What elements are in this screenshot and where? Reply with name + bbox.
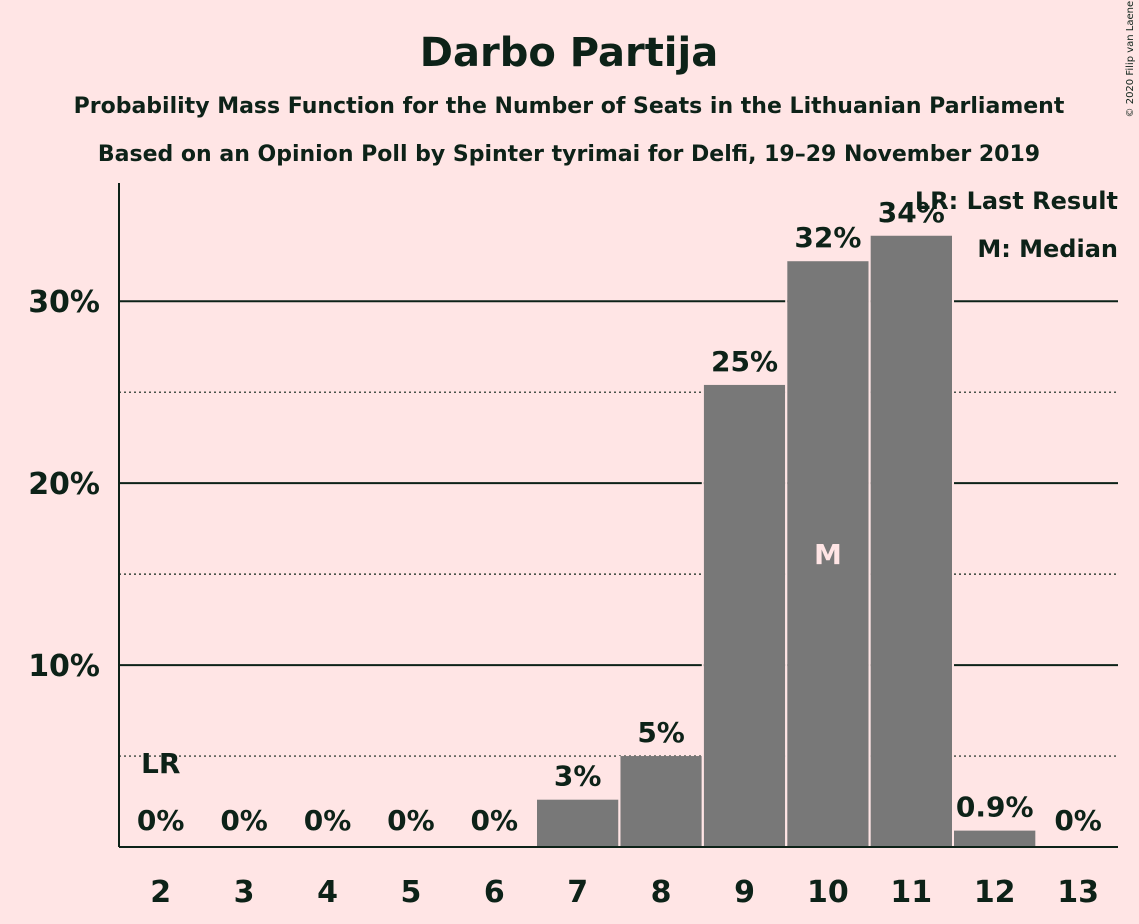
last-result-marker: LR — [141, 747, 180, 780]
bar-value-label-4: 0% — [304, 804, 352, 837]
y-tick-label-1: 20% — [28, 467, 100, 502]
x-tick-label-11: 11 — [890, 875, 932, 910]
bar-12 — [954, 830, 1036, 847]
legend: LR: Last Result M: Median — [915, 187, 1118, 263]
bar-value-label-11: 34% — [878, 196, 945, 229]
bar-value-label-7: 3% — [554, 760, 602, 793]
x-tick-label-8: 8 — [651, 875, 672, 910]
legend-median: M: Median — [977, 235, 1118, 263]
x-axis-ticks: 2 3 4 5 6 7 8 9 10 11 12 13 — [150, 875, 1099, 910]
x-tick-label-3: 3 — [234, 875, 255, 910]
x-tick-label-5: 5 — [400, 875, 421, 910]
chart-subtitle-1: Probability Mass Function for the Number… — [74, 94, 1065, 119]
bar-value-label-9: 25% — [711, 345, 778, 378]
x-tick-label-2: 2 — [150, 875, 171, 910]
legend-last-result: LR: Last Result — [915, 187, 1118, 215]
y-tick-label-0: 10% — [28, 649, 100, 684]
gridlines — [119, 300, 1118, 757]
x-tick-label-12: 12 — [974, 875, 1016, 910]
bar-value-label-10: 32% — [794, 221, 861, 254]
bar-value-label-6: 0% — [471, 804, 519, 837]
x-tick-label-6: 6 — [484, 875, 505, 910]
bar-value-label-8: 5% — [637, 716, 685, 749]
x-tick-label-9: 9 — [734, 875, 755, 910]
y-tick-label-2: 30% — [28, 285, 100, 320]
bars — [535, 235, 1038, 847]
bar-11 — [870, 235, 952, 847]
bar-8 — [620, 756, 702, 847]
bar-value-label-13: 0% — [1054, 804, 1102, 837]
bar-value-labels: 0% LR 0% 0% 0% 0% 3% 5% 25% 32% M 34% 0.9% 0% — [137, 196, 1102, 837]
x-tick-label-4: 4 — [317, 875, 338, 910]
x-tick-label-7: 7 — [567, 875, 588, 910]
bar-value-label-12: 0.9% — [956, 791, 1034, 824]
x-tick-label-10: 10 — [807, 875, 849, 910]
x-tick-label-13: 13 — [1057, 875, 1099, 910]
copyright-notice: © 2020 Filip van Laenen — [1125, 0, 1136, 117]
bar-value-label-5: 0% — [387, 804, 435, 837]
bar-7 — [537, 799, 619, 847]
bar-value-label-3: 0% — [220, 804, 268, 837]
median-marker: M — [814, 538, 842, 571]
bar-9 — [703, 384, 786, 847]
chart-subtitle-2: Based on an Opinion Poll by Spinter tyri… — [98, 142, 1040, 167]
bar-10 — [787, 261, 869, 847]
bar-value-label-2: 0% — [137, 804, 185, 837]
chart-title: Darbo Partija — [420, 30, 718, 76]
y-axis-ticks: 10% 20% 30% — [28, 285, 100, 684]
